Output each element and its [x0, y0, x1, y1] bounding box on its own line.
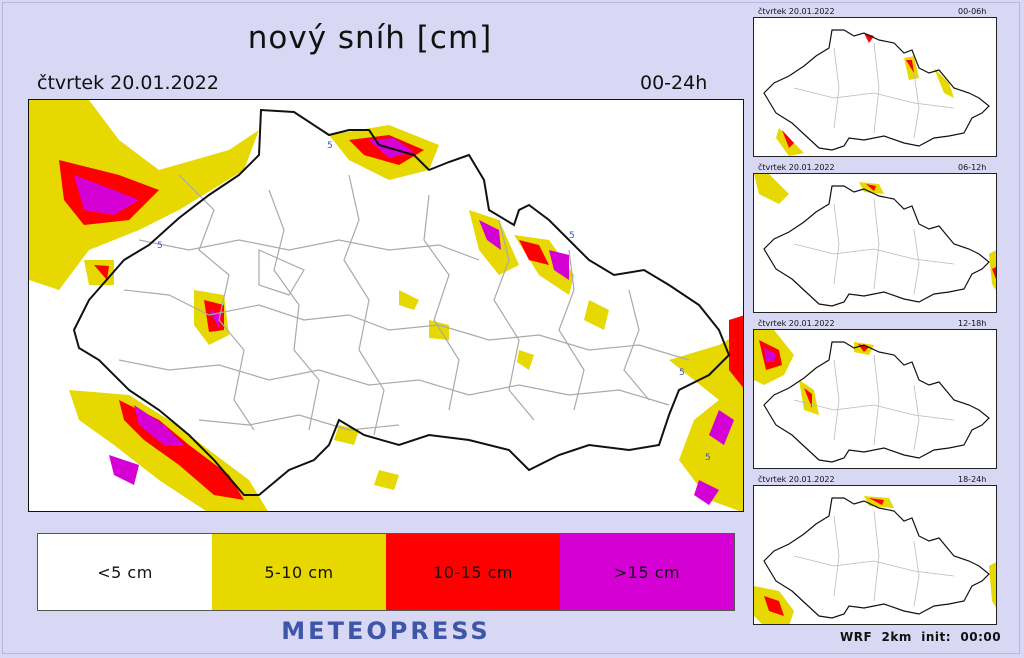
legend-label: 10-15 cm [433, 562, 513, 582]
mini-map-12-18: čtvrtek 20.01.2022 [753, 329, 997, 469]
panel-2-period: 06-12h [958, 163, 987, 172]
map-title: nový sníh [cm] [247, 20, 493, 56]
panel-2-date: čtvrtek 20.01.2022 [758, 163, 835, 172]
legend-item-gt15: >15 cm [560, 534, 734, 610]
contour-label: 5 [327, 141, 333, 151]
panel-1-date: čtvrtek 20.01.2022 [758, 7, 835, 16]
panel-3-date: čtvrtek 20.01.2022 [758, 319, 835, 328]
contour-label: 5 [157, 241, 163, 251]
mini-map-svg [754, 496, 996, 624]
brand-logo: METEOPRESS [281, 617, 491, 645]
mini-map-svg [763, 29, 990, 156]
mini-map-svg [754, 174, 996, 307]
mini-map-18-24: čtvrtek 20.01.2022 [753, 485, 997, 625]
mini-map-06-12: čtvrtek 20.01.2022 [753, 173, 997, 313]
legend-label: <5 cm [97, 562, 153, 582]
snow-legend: <5 cm 5-10 cm 10-15 cm >15 cm [37, 533, 735, 611]
main-map-svg: 5 5 5 5 5 [29, 100, 743, 511]
main-snow-map: 5 5 5 5 5 [28, 99, 744, 512]
panel-4-period: 18-24h [958, 475, 987, 484]
panel-3-period: 12-18h [958, 319, 987, 328]
legend-item-5-10: 5-10 cm [212, 534, 386, 610]
panel-4-date: čtvrtek 20.01.2022 [758, 475, 835, 484]
contour-label: 5 [705, 453, 711, 463]
mini-map-00-06: čtvrtek 20.01.2022 [753, 17, 997, 157]
legend-item-lt5: <5 cm [38, 534, 212, 610]
legend-item-10-15: 10-15 cm [386, 534, 560, 610]
contour-label: 5 [569, 231, 575, 241]
panel-1-period: 00-06h [958, 7, 987, 16]
forecast-date: čtvrtek 20.01.2022 [37, 72, 219, 94]
legend-label: 5-10 cm [264, 562, 334, 582]
forecast-period: 00-24h [640, 72, 708, 94]
model-info: WRF 2km init: 00:00 [840, 630, 1002, 644]
contour-label: 5 [679, 368, 685, 378]
legend-label: >15 cm [613, 562, 681, 582]
mini-map-svg [754, 330, 990, 463]
